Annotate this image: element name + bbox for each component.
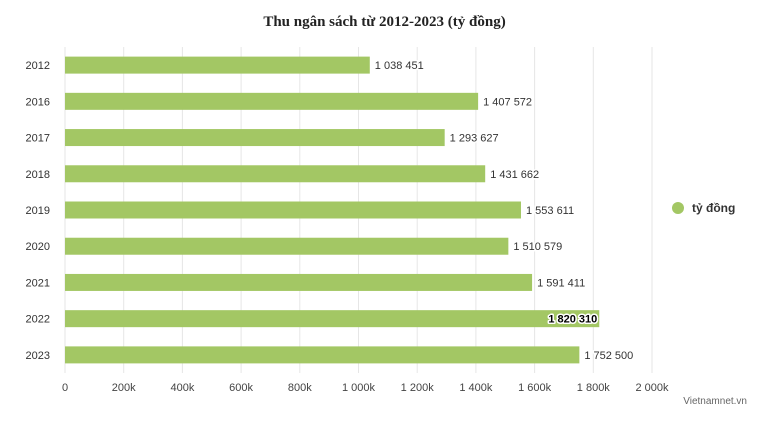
x-tick-label: 0 [62, 382, 68, 394]
data-label: 1 293 627 [450, 133, 499, 145]
legend[interactable]: tỷ đồng [672, 201, 735, 215]
data-label: 1 553 611 [526, 205, 574, 217]
data-label: 1 752 500 [584, 350, 633, 362]
x-tick-label: 1 400k [459, 382, 493, 394]
category-label: 2023 [26, 350, 50, 362]
x-tick-label: 800k [288, 382, 312, 394]
bar-2019[interactable] [65, 201, 521, 219]
category-label: 2019 [26, 205, 50, 217]
bars [65, 56, 600, 364]
category-label: 2021 [26, 277, 50, 289]
bar-2020[interactable] [65, 237, 509, 255]
x-axis-ticks: 0 200k 400k 600k 800k 1 000k 1 200k 1 400k 1 600… [62, 382, 669, 394]
x-tick-label: 1 200k [401, 382, 435, 394]
category-label: 2022 [26, 314, 50, 326]
bar-2021[interactable] [65, 273, 533, 291]
data-labels: 1 038 451 1 407 572 1 293 627 1 431 662 1 55… [373, 59, 635, 364]
category-label: 2016 [26, 96, 50, 108]
x-tick-label: 1 000k [342, 382, 376, 394]
category-labels: 2012 2016 2017 2018 2019 2020 2021 2022 2023 [26, 60, 50, 362]
x-tick-label: 1 600k [518, 382, 552, 394]
data-label: 1 431 662 [490, 169, 539, 181]
bar-2016[interactable] [65, 92, 479, 110]
bar-2022[interactable] [65, 310, 600, 328]
x-tick-label: 400k [170, 382, 194, 394]
data-label: 1 038 451 [375, 60, 424, 72]
category-label: 2017 [26, 133, 50, 145]
source-credit: Vietnamnet.vn [683, 396, 747, 407]
data-label: 1 407 572 [483, 96, 532, 108]
chart-title: Thu ngân sách từ 2012-2023 (tỷ đồng) [263, 14, 506, 30]
data-label: 1 820 310 [548, 314, 597, 326]
category-label: 2020 [26, 241, 50, 253]
bar-2012[interactable] [65, 56, 370, 74]
category-label: 2018 [26, 169, 50, 181]
bar-2017[interactable] [65, 129, 445, 147]
category-label: 2012 [26, 60, 50, 72]
x-tick-label: 1 800k [577, 382, 611, 394]
data-label: 1 510 579 [513, 241, 562, 253]
x-tick-label: 200k [112, 382, 136, 394]
x-tick-label: 2 000k [635, 382, 669, 394]
legend-label: tỷ đồng [692, 201, 736, 215]
x-tick-label: 600k [229, 382, 253, 394]
data-label: 1 591 411 [537, 277, 585, 289]
bar-2018[interactable] [65, 165, 486, 183]
bar-2023[interactable] [65, 346, 580, 364]
legend-marker-icon [672, 202, 684, 214]
